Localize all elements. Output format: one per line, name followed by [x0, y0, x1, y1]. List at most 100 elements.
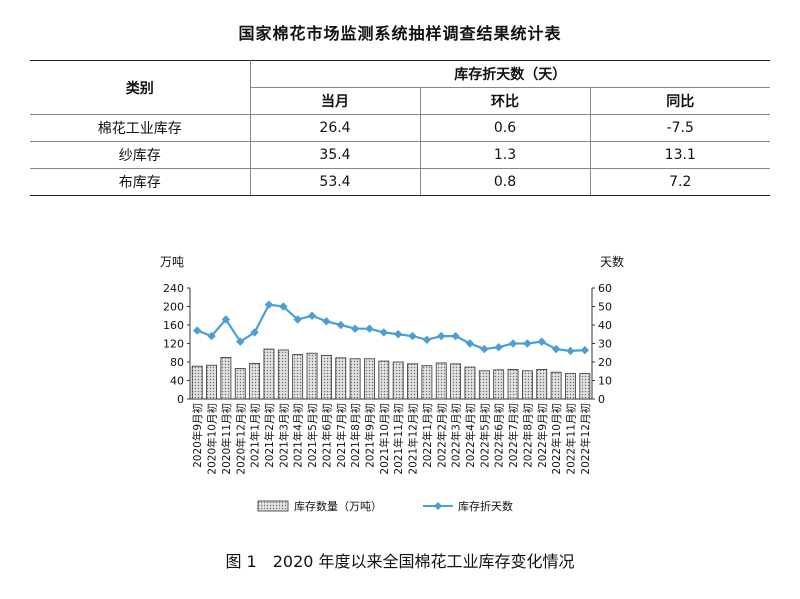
legend-line-marker — [434, 502, 442, 510]
figure-caption: 图 1 2020 年度以来全国棉花工业库存变化情况 — [225, 552, 575, 571]
line-point — [221, 315, 231, 324]
x-tick-label: 2020年12月初 — [234, 403, 247, 475]
x-tick-label: 2022年1月初 — [421, 403, 434, 468]
legend-bar-label: 库存数量（万吨） — [294, 499, 382, 513]
line-point — [580, 345, 590, 355]
left-tick-label: 40 — [170, 375, 184, 388]
days-line — [196, 303, 585, 353]
left-tick-label: 80 — [170, 356, 184, 369]
column-header-yoy: 同比 — [589, 87, 770, 115]
line-point — [207, 331, 216, 341]
line-point — [336, 320, 345, 330]
x-tick-label: 2022年7月初 — [507, 403, 520, 468]
line-point — [437, 331, 446, 341]
x-tick-label: 2021年1月初 — [249, 403, 262, 468]
bar — [249, 362, 261, 400]
line-point — [422, 335, 432, 344]
line-point — [393, 330, 403, 339]
x-tick-label: 2021年10月初 — [378, 403, 391, 475]
x-tick-label: 2022年2月初 — [435, 403, 448, 468]
right-tick-label: 50 — [598, 301, 612, 314]
line-point — [508, 339, 518, 348]
x-tick-label: 2021年5月初 — [306, 403, 319, 468]
table-row: 棉花工业库存 26.4 0.6 -7.5 — [30, 114, 770, 142]
right-tick-label: 0 — [598, 393, 605, 406]
line-point — [523, 339, 532, 348]
bar — [277, 349, 289, 400]
bar — [220, 356, 232, 400]
x-tick-label: 2021年6月初 — [320, 403, 333, 468]
x-tick-label: 2021年7月初 — [335, 403, 348, 468]
line-point — [350, 324, 360, 333]
left-tick-label: 200 — [163, 301, 184, 314]
bar — [320, 355, 332, 400]
line-point — [279, 302, 288, 311]
bar — [364, 358, 375, 400]
row-label: 棉花工业库存 — [30, 114, 251, 142]
line-point — [192, 326, 202, 335]
right-axis-label: 天数 — [600, 254, 624, 269]
table-cell: 53.4 — [249, 168, 421, 196]
x-tick-label: 2020年11月初 — [220, 403, 233, 475]
x-tick-label: 2021年8月初 — [349, 403, 362, 468]
bar — [579, 373, 591, 400]
bar — [478, 370, 490, 400]
bar — [536, 369, 548, 400]
x-tick-label: 2021年9月初 — [363, 403, 376, 468]
x-tick-label: 2022年12月初 — [579, 403, 592, 475]
bar — [435, 362, 447, 400]
left-tick-label: 160 — [163, 319, 184, 332]
left-tick-label: 240 — [163, 282, 184, 295]
line-point — [494, 343, 503, 352]
group-header: 库存折天数（天） — [249, 60, 770, 88]
bar — [421, 365, 433, 400]
bar — [565, 373, 576, 400]
table-cell: 7.2 — [589, 168, 770, 196]
x-tick-label: 2022年6月初 — [493, 403, 506, 468]
right-tick-label: 60 — [598, 282, 612, 295]
x-tick-label: 2021年11月初 — [392, 403, 405, 475]
line-point — [480, 344, 489, 354]
left-tick-label: 0 — [177, 393, 184, 406]
line-point — [566, 346, 575, 356]
bar — [392, 361, 404, 400]
left-tick-label: 120 — [163, 338, 184, 351]
x-tick-label: 2022年10月初 — [550, 403, 563, 475]
row-label: 布库存 — [30, 168, 251, 196]
table-cell: 0.6 — [419, 114, 591, 142]
bar — [191, 365, 203, 400]
table-cell: 0.8 — [419, 168, 591, 196]
line-point — [379, 328, 389, 337]
bar — [507, 369, 519, 400]
line-point — [537, 337, 546, 346]
line-point — [264, 300, 274, 309]
x-tick-label: 2022年11月初 — [564, 403, 577, 475]
x-tick-label: 2021年3月初 — [277, 403, 290, 468]
x-tick-label: 2022年8月初 — [521, 403, 534, 468]
bar — [378, 360, 390, 400]
column-header-mom: 环比 — [419, 87, 591, 115]
line-point — [365, 324, 374, 333]
table-row: 布库存 53.4 0.8 7.2 — [30, 168, 770, 196]
x-tick-label: 2020年10月初 — [206, 403, 219, 475]
bar — [263, 348, 275, 400]
bar — [550, 371, 562, 400]
table-row: 纱库存 35.4 1.3 13.1 — [30, 141, 770, 169]
bar — [292, 354, 304, 400]
row-label: 纱库存 — [30, 141, 251, 169]
legend-bar-swatch — [257, 500, 289, 512]
category-header: 类别 — [30, 60, 251, 115]
x-tick-label: 2022年9月初 — [536, 403, 549, 468]
x-tick-label: 2021年2月初 — [263, 403, 276, 468]
bar — [349, 358, 361, 400]
legend-line-label: 库存折天数 — [458, 499, 513, 513]
bar — [206, 364, 217, 400]
bar — [493, 369, 505, 400]
line-point — [551, 344, 561, 354]
x-tick-label: 2020年9月初 — [191, 403, 204, 468]
table-cell: 26.4 — [249, 114, 421, 142]
x-tick-label: 2022年4月初 — [464, 403, 477, 468]
x-tick-label: 2022年3月初 — [450, 403, 463, 468]
right-tick-label: 30 — [598, 338, 612, 351]
x-tick-label: 2022年5月初 — [478, 403, 491, 468]
